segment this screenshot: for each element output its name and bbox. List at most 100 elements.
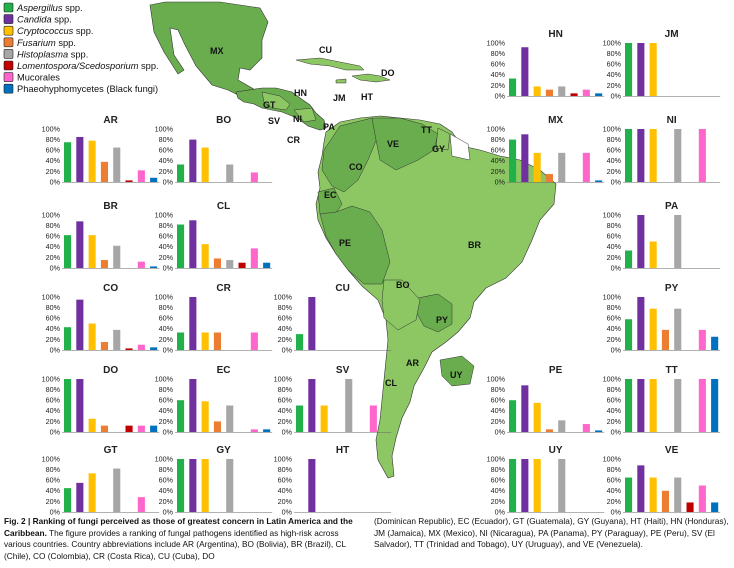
legend-swatch	[3, 60, 14, 71]
y-tick-label: 40%	[159, 242, 174, 251]
y-tick-label: 20%	[278, 417, 293, 426]
bar	[582, 152, 590, 182]
caption-right: (Dominican Republic), EC (Ecuador), GT (…	[374, 516, 730, 551]
bar-chart-cu: CU 0%20% 40%60% 80% 100%	[274, 283, 392, 354]
y-tick-label: 20%	[607, 81, 622, 90]
bar	[595, 430, 603, 432]
chart-title: HN	[548, 29, 562, 40]
caption-text-left: The figure provides a ranking of fungal …	[4, 527, 346, 561]
y-tick-label: 20%	[491, 81, 506, 90]
y-tick-label: 100%	[274, 374, 293, 383]
y-tick-label: 20%	[159, 167, 174, 176]
y-tick-label: 100%	[487, 374, 506, 383]
latin-america-map	[149, 1, 557, 479]
legend-label: Histoplasma spp.	[17, 49, 88, 59]
y-tick-label: 40%	[491, 406, 506, 415]
bar	[189, 220, 197, 268]
map-label-ni: NI	[293, 114, 302, 124]
y-tick-label: 0%	[495, 177, 506, 186]
bar	[177, 164, 185, 182]
bar	[88, 418, 96, 432]
y-tick-label: 40%	[278, 324, 293, 333]
bar	[64, 379, 72, 432]
bar	[263, 262, 271, 268]
map-label-gt: GT	[263, 100, 276, 110]
bar	[637, 129, 645, 182]
bar-chart-co: CO 0%20% 40%60% 80% 100%	[42, 283, 160, 354]
bar	[100, 161, 108, 182]
map-label-uy: UY	[450, 370, 463, 380]
bar	[674, 379, 682, 432]
bar	[521, 385, 529, 432]
bar	[661, 490, 669, 512]
map-label-do: DO	[381, 68, 395, 78]
y-tick-label: 20%	[159, 497, 174, 506]
bar	[76, 482, 84, 512]
y-tick-label: 100%	[603, 454, 622, 463]
chart-title: CR	[216, 283, 231, 294]
y-tick-label: 0%	[611, 263, 622, 272]
bar	[345, 379, 353, 432]
map-label-ec: EC	[324, 190, 337, 200]
y-tick-label: 40%	[491, 70, 506, 79]
bar	[649, 43, 657, 96]
y-tick-label: 0%	[282, 507, 293, 516]
y-tick-label: 20%	[607, 417, 622, 426]
y-tick-label: 100%	[603, 124, 622, 133]
y-tick-label: 60%	[159, 476, 174, 485]
bar	[625, 319, 633, 350]
bar	[113, 245, 121, 268]
y-tick-label: 100%	[487, 124, 506, 133]
bar	[320, 405, 328, 432]
chart-title: NI	[667, 115, 677, 126]
y-tick-label: 60%	[491, 396, 506, 405]
bar	[637, 215, 645, 268]
legend-label: Fusarium spp.	[17, 38, 76, 48]
bar-chart-do: DO 0%20% 40%60% 80% 100%	[42, 365, 160, 436]
legend: Aspergillus spp. Candida spp.Cryptococcus…	[3, 2, 159, 94]
y-tick-label: 40%	[159, 406, 174, 415]
bar	[674, 215, 682, 268]
bar	[558, 152, 566, 182]
bar	[509, 459, 517, 512]
y-tick-label: 40%	[46, 156, 61, 165]
bar	[595, 180, 603, 182]
y-tick-label: 0%	[495, 91, 506, 100]
chart-title: GY	[216, 445, 231, 456]
bar	[76, 136, 84, 182]
y-tick-label: 40%	[607, 324, 622, 333]
mexico-central-america-shape	[149, 1, 327, 131]
bar	[521, 459, 529, 512]
bar	[308, 297, 316, 350]
chart-title: MX	[548, 115, 563, 126]
legend-label: Lomentospora/Scedosporium spp.	[17, 61, 159, 71]
y-tick-label: 80%	[491, 465, 506, 474]
y-tick-label: 80%	[46, 303, 61, 312]
y-tick-label: 20%	[607, 497, 622, 506]
y-tick-label: 20%	[607, 335, 622, 344]
bar	[533, 152, 541, 182]
bar	[88, 235, 96, 268]
bar	[201, 147, 209, 182]
bar	[558, 459, 566, 512]
bar	[113, 147, 121, 182]
bar	[674, 477, 682, 512]
y-tick-label: 60%	[159, 396, 174, 405]
y-tick-label: 0%	[50, 177, 61, 186]
y-tick-label: 80%	[46, 135, 61, 144]
bar	[226, 405, 234, 432]
bar	[88, 140, 96, 182]
y-tick-label: 40%	[278, 486, 293, 495]
y-tick-label: 40%	[46, 486, 61, 495]
chart-title: UY	[549, 445, 563, 456]
bar	[226, 260, 234, 268]
bar	[64, 142, 72, 182]
map-label-sv: SV	[268, 116, 280, 126]
bar	[711, 336, 719, 350]
y-tick-label: 20%	[491, 417, 506, 426]
y-tick-label: 100%	[155, 210, 174, 219]
bar	[125, 348, 133, 350]
y-tick-label: 100%	[42, 374, 61, 383]
bar	[637, 379, 645, 432]
bar	[189, 139, 197, 182]
